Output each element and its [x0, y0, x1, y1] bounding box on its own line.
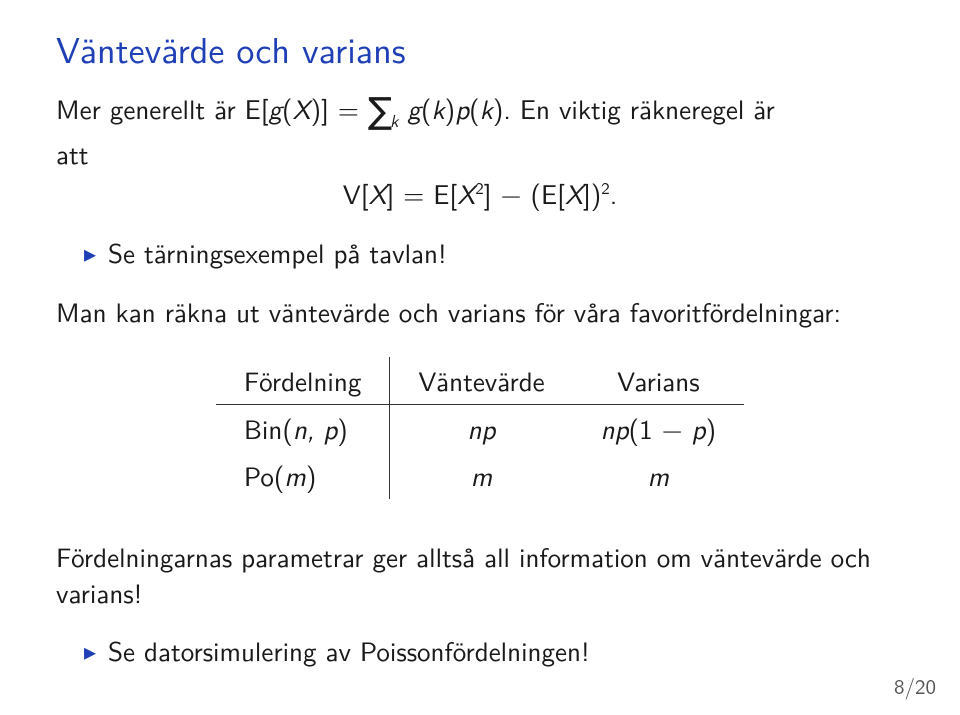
- sum-sigma: ∑: [368, 82, 392, 135]
- p2: ): [445, 89, 456, 128]
- eq-sq1: 2: [475, 175, 484, 200]
- eq-mid: ] − (E[: [484, 174, 565, 213]
- table-row: Bin(n, p) np np(1 − p): [216, 404, 744, 452]
- th-var: Varians: [573, 357, 744, 405]
- d-pre: Po(: [244, 456, 285, 495]
- intro-p: p: [455, 89, 469, 128]
- eq-dot: .: [610, 174, 618, 213]
- d-np: n, p: [293, 409, 337, 448]
- intro-g: g: [269, 89, 283, 128]
- eq-rhs: ]): [583, 174, 601, 213]
- th-ev: Väntevärde: [390, 357, 573, 405]
- intro-line: Mer generellt är E[g(X)] = ∑k g(k)p(k). …: [56, 81, 904, 130]
- d-pre: Bin(: [244, 409, 293, 448]
- slide-title: Väntevärde och varians: [56, 22, 904, 75]
- eq-X3: X: [565, 174, 583, 213]
- bullet-text: Se datorsimulering av Poissonfördelninge…: [108, 631, 590, 670]
- d-post: ): [306, 456, 317, 495]
- intro-rest: ). En viktig räkneregel är: [493, 89, 775, 128]
- variance-equation: V[X] = E[X2] − (E[X])2.: [56, 174, 904, 213]
- table-row: Po(m) m m: [216, 452, 744, 499]
- cell-dist: Bin(n, p): [216, 404, 390, 452]
- slide: Väntevärde och varians Mer generellt är …: [0, 0, 960, 715]
- paragraph-1: Man kan räkna ut väntevärde och varians …: [56, 294, 904, 330]
- eq-X2: X: [457, 174, 475, 213]
- v-mid: (1 −: [629, 409, 692, 448]
- table-header-row: Fördelning Väntevärde Varians: [216, 357, 744, 405]
- eq-l2: ] = E[: [387, 174, 458, 213]
- ev-val: np: [468, 409, 496, 448]
- intro-g2: g: [398, 89, 421, 128]
- intro-line2: att: [56, 136, 904, 172]
- bullet-text: Se tärningsexempel på tavlan!: [108, 233, 447, 272]
- intro-text: Mer generellt är E[: [56, 89, 269, 128]
- cell-ev: m: [390, 452, 573, 499]
- intro-paren: (: [282, 89, 293, 128]
- sum-sub: k: [390, 108, 398, 133]
- bullet-list-1: Se tärningsexempel på tavlan!: [84, 235, 904, 270]
- distribution-table: Fördelning Väntevärde Varians Bin(n, p) …: [216, 357, 744, 499]
- v-pre: np: [601, 409, 629, 448]
- v-pre: m: [648, 456, 669, 495]
- eq-l1: V[: [343, 174, 369, 213]
- bullet-item: Se datorsimulering av Poissonfördelninge…: [84, 633, 904, 668]
- bullet-list-2: Se datorsimulering av Poissonfördelninge…: [84, 633, 904, 668]
- v-post: ): [706, 409, 717, 448]
- p3: (: [469, 89, 480, 128]
- eq-X1: X: [369, 174, 387, 213]
- th-dist: Fördelning: [216, 357, 390, 405]
- intro-k: k: [431, 89, 444, 128]
- ev-val: m: [471, 456, 492, 495]
- intro-k2: k: [480, 89, 493, 128]
- cell-var: m: [573, 452, 744, 499]
- bullet-item: Se tärningsexempel på tavlan!: [84, 235, 904, 270]
- intro-close: )] =: [311, 89, 368, 128]
- paragraph-2: Fördelningarnas parametrar ger alltså al…: [56, 539, 904, 612]
- cell-ev: np: [390, 404, 573, 452]
- cell-dist: Po(m): [216, 452, 390, 499]
- eq-sq2: 2: [601, 175, 610, 200]
- intro-X: X: [293, 89, 311, 128]
- p1: (: [421, 89, 432, 128]
- v-p: p: [692, 409, 706, 448]
- cell-var: np(1 − p): [573, 404, 744, 452]
- d-np: m: [284, 456, 305, 495]
- page-number: 8/20: [894, 671, 936, 701]
- d-post: ): [337, 409, 348, 448]
